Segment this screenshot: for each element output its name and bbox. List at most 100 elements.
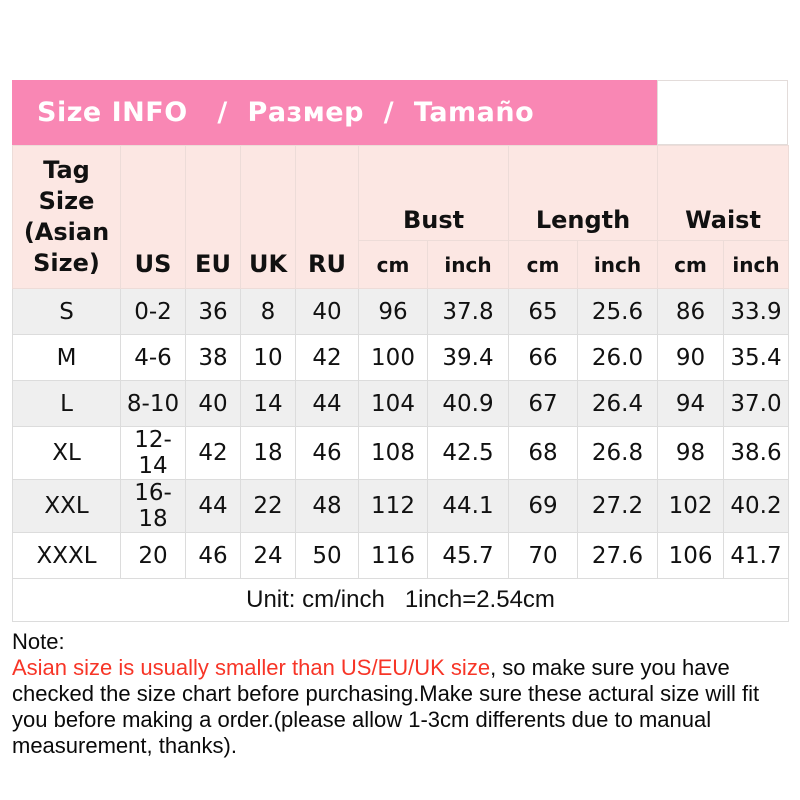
cell-eu: 42 xyxy=(185,426,241,480)
tag-size-header: Tag Size (Asian Size) xyxy=(12,145,121,289)
title-bar-blank-cell xyxy=(657,80,788,145)
cell-eu: 46 xyxy=(185,532,241,579)
unit-row: Unit: cm/inch 1inch=2.54cm xyxy=(11,578,790,622)
cell-uk: 14 xyxy=(240,380,296,427)
cell-ru: 48 xyxy=(295,479,359,533)
cell-bust_in: 37.8 xyxy=(426,288,510,335)
size-row-XL: XL 12-14 42 18 46 108 42.5 68 26.8 98 38.6 xyxy=(12,426,790,480)
cell-len_cm: 70 xyxy=(508,532,579,579)
cell-bust_in: 40.9 xyxy=(426,380,510,427)
cell-tag: M xyxy=(12,334,121,381)
cell-waist_cm: 90 xyxy=(657,334,725,381)
cell-len_cm: 69 xyxy=(508,479,579,533)
cell-len_in: 26.4 xyxy=(577,380,659,427)
size-row-L: L 8-10 40 14 44 104 40.9 67 26.4 94 37.0 xyxy=(12,380,790,427)
cell-us: 8-10 xyxy=(120,380,186,427)
size-row-S: S 0-2 36 8 40 96 37.8 65 25.6 86 33.9 xyxy=(12,288,790,335)
cell-eu: 40 xyxy=(185,380,241,427)
cell-len_in: 25.6 xyxy=(577,288,659,335)
size-row-XXL: XXL 16-18 44 22 48 112 44.1 69 27.2 102 40.2 xyxy=(12,479,790,533)
cell-tag: XXXL xyxy=(12,532,121,579)
cell-waist_cm: 94 xyxy=(657,380,725,427)
eu-header: EU xyxy=(185,145,241,289)
cell-ru: 42 xyxy=(295,334,359,381)
note-body: Asian size is usually smaller than US/EU… xyxy=(12,655,774,759)
cell-waist_in: 33.9 xyxy=(723,288,790,335)
cell-waist_cm: 102 xyxy=(657,479,725,533)
size-info-title: Size INFO / Размер / Tamaño xyxy=(12,80,657,145)
length-cm-header: cm xyxy=(508,240,579,289)
cell-bust_cm: 108 xyxy=(358,426,428,480)
cell-len_cm: 67 xyxy=(508,380,579,427)
us-header: US xyxy=(120,145,186,289)
title-bar: Size INFO / Размер / Tamaño xyxy=(12,80,788,145)
cell-bust_in: 45.7 xyxy=(426,532,510,579)
cell-waist_cm: 98 xyxy=(657,426,725,480)
cell-waist_cm: 106 xyxy=(657,532,725,579)
cell-ru: 50 xyxy=(295,532,359,579)
cell-tag: XXL xyxy=(12,479,121,533)
bust-header: Bust xyxy=(357,145,510,241)
ru-header: RU xyxy=(295,145,359,289)
unit-note: Unit: cm/inch 1inch=2.54cm xyxy=(11,578,790,622)
note-black-text: , so make sure you have checked the size… xyxy=(12,655,760,758)
length-inch-header: inch xyxy=(577,240,659,289)
cell-ru: 40 xyxy=(295,288,359,335)
cell-eu: 38 xyxy=(185,334,241,381)
cell-bust_cm: 116 xyxy=(358,532,428,579)
cell-uk: 24 xyxy=(240,532,296,579)
cell-waist_in: 40.2 xyxy=(723,479,790,533)
cell-len_in: 26.0 xyxy=(577,334,659,381)
size-chart-sheet: Size INFO / Размер / Tamaño Tag Size (As… xyxy=(11,80,790,761)
length-header: Length xyxy=(508,145,659,241)
cell-eu: 36 xyxy=(185,288,241,335)
cell-uk: 10 xyxy=(240,334,296,381)
note-red-text: Asian size is usually smaller than US/EU… xyxy=(12,655,491,680)
cell-bust_in: 42.5 xyxy=(426,426,510,480)
cell-ru: 44 xyxy=(295,380,359,427)
cell-us: 16-18 xyxy=(120,479,186,533)
cell-len_cm: 66 xyxy=(508,334,579,381)
waist-header: Waist xyxy=(657,145,790,241)
cell-us: 12-14 xyxy=(120,426,186,480)
cell-uk: 18 xyxy=(240,426,296,480)
cell-uk: 8 xyxy=(240,288,296,335)
bust-cm-header: cm xyxy=(358,240,428,289)
cell-len_cm: 68 xyxy=(508,426,579,480)
cell-waist_in: 37.0 xyxy=(723,380,790,427)
cell-eu: 44 xyxy=(185,479,241,533)
note-label: Note: xyxy=(12,629,65,654)
cell-bust_in: 39.4 xyxy=(426,334,510,381)
size-row-XXXL: XXXL 20 46 24 50 116 45.7 70 27.6 106 41.7 xyxy=(12,532,790,579)
cell-us: 20 xyxy=(120,532,186,579)
waist-cm-header: cm xyxy=(657,240,725,289)
cell-waist_in: 38.6 xyxy=(723,426,790,480)
cell-us: 0-2 xyxy=(120,288,186,335)
cell-waist_in: 35.4 xyxy=(723,334,790,381)
bust-inch-header: inch xyxy=(426,240,510,289)
cell-waist_in: 41.7 xyxy=(723,532,790,579)
cell-bust_cm: 96 xyxy=(358,288,428,335)
waist-inch-header: inch xyxy=(723,240,790,289)
cell-tag: XL xyxy=(12,426,121,480)
cell-bust_in: 44.1 xyxy=(426,479,510,533)
cell-tag: S xyxy=(12,288,121,335)
cell-ru: 46 xyxy=(295,426,359,480)
cell-len_cm: 65 xyxy=(508,288,579,335)
cell-len_in: 27.2 xyxy=(577,479,659,533)
cell-len_in: 27.6 xyxy=(577,532,659,579)
cell-waist_cm: 86 xyxy=(657,288,725,335)
cell-bust_cm: 104 xyxy=(358,380,428,427)
size-table-header: Tag Size (Asian Size) US EU UK RU Bust L… xyxy=(12,145,790,289)
size-row-M: M 4-6 38 10 42 100 39.4 66 26.0 90 35.4 xyxy=(12,334,790,381)
cell-tag: L xyxy=(12,380,121,427)
note-section: Note: Asian size is usually smaller than… xyxy=(12,629,774,761)
size-table-body: S 0-2 36 8 40 96 37.8 65 25.6 86 33.9 M 4-6 38 10 42 100… xyxy=(12,288,790,579)
cell-bust_cm: 100 xyxy=(358,334,428,381)
cell-us: 4-6 xyxy=(120,334,186,381)
cell-len_in: 26.8 xyxy=(577,426,659,480)
cell-uk: 22 xyxy=(240,479,296,533)
cell-bust_cm: 112 xyxy=(358,479,428,533)
size-table: Tag Size (Asian Size) US EU UK RU Bust L… xyxy=(11,145,790,622)
